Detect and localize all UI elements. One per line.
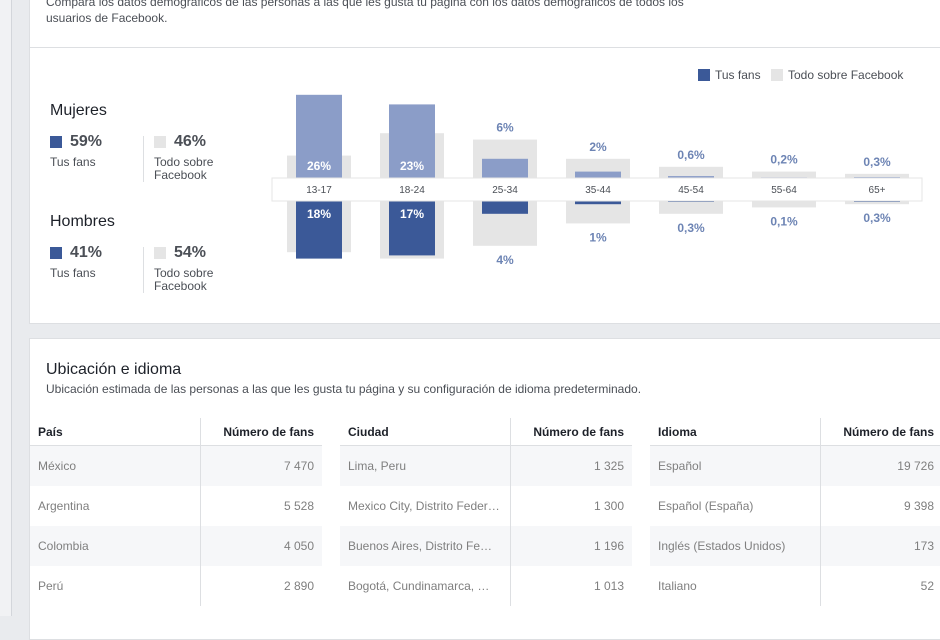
- page: Compara los datos demográficos de las pe…: [0, 0, 940, 616]
- men-value-label: 0,3%: [863, 211, 891, 225]
- legend-label: Tus fans: [715, 68, 761, 82]
- men-value-label: 4%: [496, 253, 514, 267]
- fan-count: 1 325: [511, 446, 633, 487]
- name-cell: Español: [650, 446, 821, 487]
- column-header: Número de fans: [511, 418, 633, 446]
- legend-swatch: [771, 69, 783, 81]
- all-men-bar: [752, 201, 816, 207]
- table-row: Bogotá, Cundinamarca, …1 013: [340, 566, 632, 606]
- x-tick-label: 18-24: [399, 185, 425, 196]
- fan-count: 52: [821, 566, 940, 606]
- women-value-label: 0,3%: [863, 155, 891, 169]
- name-cell: Buenos Aires, Distrito Fe…: [340, 526, 511, 566]
- legend-swatch: [698, 69, 710, 81]
- column-header: Número de fans: [821, 418, 940, 446]
- name-cell: Italiano: [650, 566, 821, 606]
- fan-count: 4 050: [201, 526, 323, 566]
- legend-label: Todo sobre Facebook: [788, 68, 904, 82]
- table-row: Español (España)9 398: [650, 486, 940, 526]
- section-title: Ubicación e idioma: [46, 361, 181, 379]
- age-chart: Tus fans Todo sobre Facebook 26% 18% 23% 17% 6…: [0, 0, 940, 323]
- column-header: Idioma: [650, 418, 821, 446]
- fans-men-bar: [482, 201, 528, 214]
- fan-count: 2 890: [201, 566, 323, 606]
- name-cell: México: [30, 446, 201, 487]
- x-tick-label: 55-64: [771, 185, 797, 196]
- fan-count: 9 398: [821, 486, 940, 526]
- women-value-label: 0,2%: [770, 153, 798, 167]
- table-row: Buenos Aires, Distrito Fe…1 196: [340, 526, 632, 566]
- fan-count: 1 196: [511, 526, 633, 566]
- name-cell: Lima, Peru: [340, 446, 511, 487]
- all-men-bar: [566, 201, 630, 223]
- x-tick-label: 35-44: [585, 185, 611, 196]
- men-value-label: 0,3%: [677, 221, 705, 235]
- men-value-label: 17%: [400, 207, 424, 221]
- fan-count: 5 528: [201, 486, 323, 526]
- fan-count: 7 470: [201, 446, 323, 487]
- women-value-label: 0,6%: [677, 148, 705, 162]
- x-tick-label: 45-54: [678, 185, 704, 196]
- women-value-label: 23%: [400, 159, 424, 173]
- fan-count: 1 300: [511, 486, 633, 526]
- column-header: País: [30, 418, 201, 446]
- all-women-bar: [752, 172, 816, 178]
- name-cell: Inglés (Estados Unidos): [650, 526, 821, 566]
- column-header: Número de fans: [201, 418, 323, 446]
- fan-count: 19 726: [821, 446, 940, 487]
- section-subtitle: Ubicación estimada de las personas a las…: [46, 382, 641, 396]
- x-tick-label: 13-17: [306, 185, 332, 196]
- x-tick-label: 25-34: [492, 185, 518, 196]
- name-cell: Mexico City, Distrito Feder…: [340, 486, 511, 526]
- fans-women-bar: [575, 172, 621, 178]
- men-value-label: 1%: [589, 230, 607, 244]
- name-cell: Colombia: [30, 526, 201, 566]
- women-value-label: 26%: [307, 159, 331, 173]
- fans-women-bar: [482, 159, 528, 178]
- name-cell: Bogotá, Cundinamarca, …: [340, 566, 511, 606]
- x-tick-label: 65+: [869, 185, 886, 196]
- name-cell: Español (España): [650, 486, 821, 526]
- table-row: Inglés (Estados Unidos)173: [650, 526, 940, 566]
- all-men-bar: [659, 201, 723, 214]
- women-value-label: 2%: [589, 140, 607, 154]
- name-cell: Argentina: [30, 486, 201, 526]
- fan-count: 1 013: [511, 566, 633, 606]
- men-value-label: 18%: [307, 207, 331, 221]
- table-row: Mexico City, Distrito Feder…1 300: [340, 486, 632, 526]
- column-header: Ciudad: [340, 418, 511, 446]
- name-cell: Perú: [30, 566, 201, 606]
- fan-count: 173: [821, 526, 940, 566]
- women-value-label: 6%: [496, 121, 514, 135]
- men-value-label: 0,1%: [770, 214, 798, 228]
